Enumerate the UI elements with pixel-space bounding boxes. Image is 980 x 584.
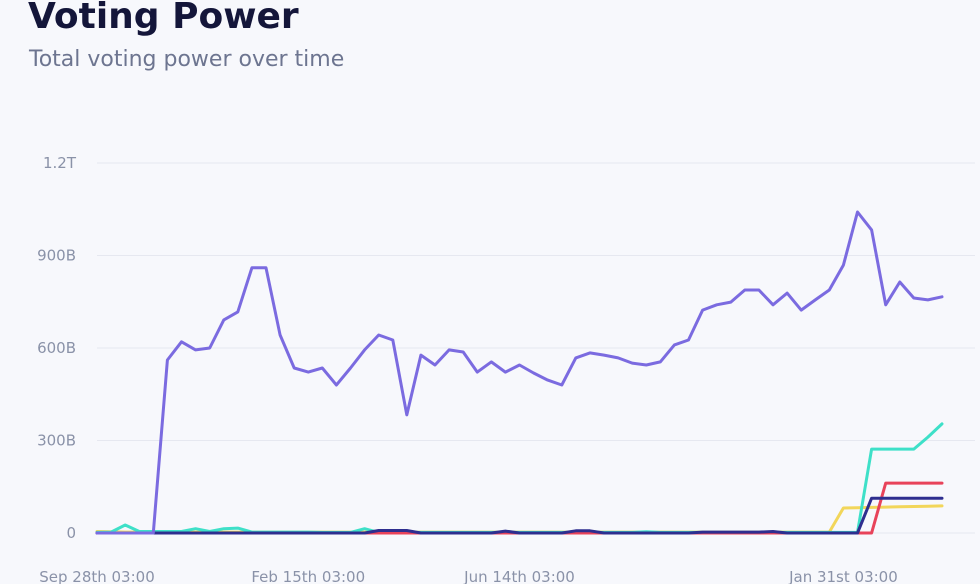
chart-subtitle: Total voting power over time (28, 47, 344, 72)
series-line (95, 481, 944, 535)
y-tick-label: 900B (37, 247, 76, 265)
x-tick-label: Jan 31st 03:00 (788, 568, 898, 584)
y-tick-label: 0 (66, 524, 76, 542)
x-tick-label: Sep 28th 03:00 (39, 568, 155, 584)
x-tick-label: Feb 15th 03:00 (251, 568, 365, 584)
chart-title: Voting Power (28, 0, 299, 37)
x-tick-label: Jun 14th 03:00 (463, 568, 575, 584)
series-line (95, 210, 944, 535)
y-tick-label: 300B (37, 432, 76, 450)
y-tick-label: 1.2T (43, 154, 77, 172)
series-line (95, 496, 944, 535)
y-tick-label: 600B (37, 339, 76, 357)
